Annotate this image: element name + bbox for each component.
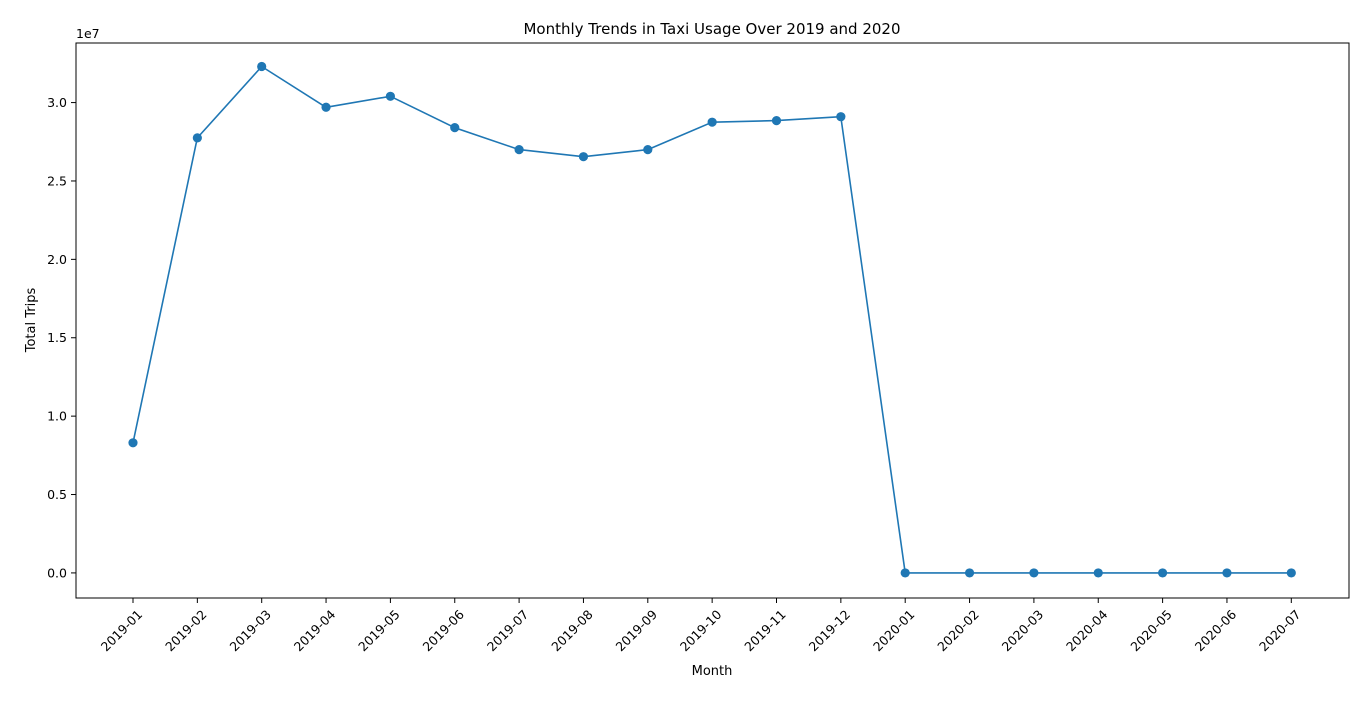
data-point [192, 133, 202, 143]
plot-frame [75, 42, 1350, 599]
data-point [1158, 568, 1168, 578]
y-axis-label: Total Trips [24, 288, 39, 354]
data-point [1222, 568, 1232, 578]
y-scale-multiplier: 1e7 [76, 26, 100, 41]
data-point [385, 91, 395, 101]
data-point [707, 117, 717, 127]
data-point [771, 116, 782, 126]
y-tick-label: 3.0 [47, 95, 67, 110]
data-point [321, 102, 331, 112]
data-point [964, 568, 975, 578]
x-axis-label: Month [692, 664, 733, 679]
data-point [1286, 568, 1296, 578]
data-point [578, 152, 589, 162]
data-point [450, 123, 460, 133]
y-tick-label: 1.0 [47, 409, 67, 424]
y-tick-label: 0.5 [47, 487, 67, 502]
data-point [257, 61, 267, 72]
chart-title: Monthly Trends in Taxi Usage Over 2019 a… [523, 20, 900, 38]
y-tick-label: 1.5 [47, 330, 67, 345]
data-point [1093, 568, 1103, 578]
data-point [1029, 568, 1039, 578]
data-point [514, 145, 524, 155]
y-tick-label: 0.0 [47, 565, 67, 580]
y-tick-label: 2.0 [47, 252, 67, 267]
data-point [836, 112, 846, 122]
data-point [128, 438, 138, 448]
data-point [900, 568, 910, 578]
data-point [643, 145, 653, 155]
y-tick-label: 2.5 [47, 173, 67, 188]
